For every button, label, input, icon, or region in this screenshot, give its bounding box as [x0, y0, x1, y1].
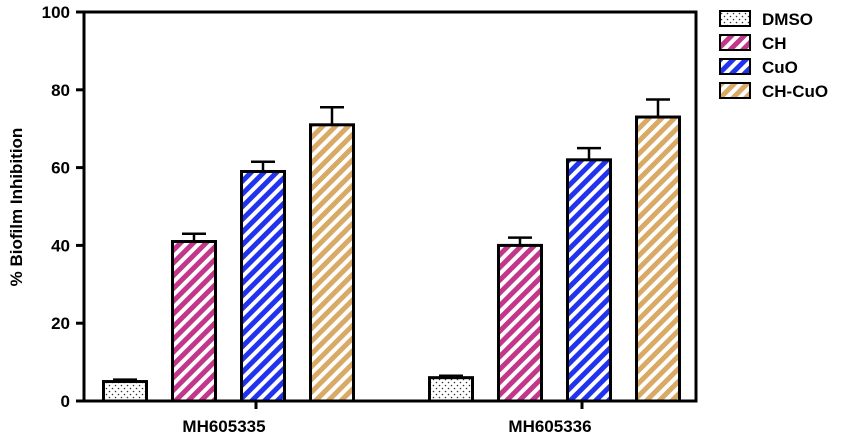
bar-dmso-mh605336: [428, 376, 474, 403]
legend-item-ch: CH: [719, 34, 787, 53]
bar-ch-cuo-mh605335: [309, 123, 355, 403]
bar-ch-cuo-mh605336: [635, 115, 681, 403]
legend-swatch: [719, 82, 751, 99]
x-tick-label: MH605335: [182, 417, 265, 436]
axes: 0 20 40 60 80 100 MH605335 MH605336: [42, 3, 698, 436]
y-tick-label: 0: [61, 392, 70, 411]
bar-cuo-mh605336: [566, 158, 612, 403]
legend-item-ch-cuo: CH-CuO: [719, 82, 828, 101]
legend-item-cuo: CuO: [719, 58, 798, 77]
bar-ch-mh605335: [171, 240, 217, 403]
legend-label: DMSO: [762, 10, 813, 29]
y-tick-label: 40: [51, 236, 70, 255]
legend-label: CuO: [762, 58, 798, 77]
legend-item-dmso: DMSO: [719, 10, 813, 29]
legend-swatch: [719, 10, 751, 27]
y-tick-label: 100: [42, 3, 70, 22]
bar-ch-mh605336: [497, 243, 543, 403]
y-tick-label: 20: [51, 314, 70, 333]
x-tick-label: MH605336: [508, 417, 591, 436]
legend: DMSO CH CuO CH-CuO: [719, 10, 828, 101]
legend-swatch: [719, 34, 751, 51]
bar-dmso-mh605335: [102, 380, 148, 403]
bar-cuo-mh605335: [240, 169, 286, 403]
bars: [102, 98, 681, 403]
y-axis-label: % Biofilm Inhibition: [7, 128, 26, 287]
plot-frame: [82, 10, 698, 403]
y-tick-label: 80: [51, 81, 70, 100]
legend-label: CH-CuO: [762, 82, 828, 101]
legend-swatch: [719, 58, 751, 75]
y-tick-label: 60: [51, 159, 70, 178]
legend-label: CH: [762, 34, 787, 53]
